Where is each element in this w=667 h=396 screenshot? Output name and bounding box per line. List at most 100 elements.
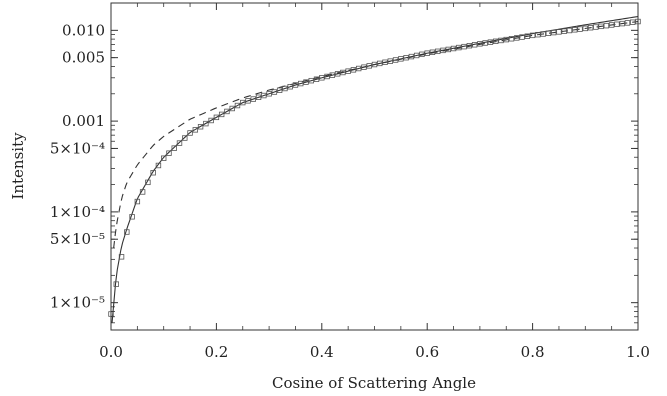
data-point-marker [150, 170, 156, 176]
data-point-marker [203, 120, 209, 127]
data-point-marker [387, 58, 394, 64]
data-point-marker [403, 55, 409, 61]
data-point-marker [176, 140, 183, 146]
data-point-marker [366, 63, 372, 69]
data-point-marker [324, 73, 330, 80]
tick-layer: 0.0 0.2 0.4 0.6 0.8 1.0 0.010 0.005 0.001 5×10⁻⁴ 1… [50, 2, 650, 361]
data-point-marker [129, 214, 135, 220]
data-point-marker [124, 229, 130, 235]
data-point-marker [566, 27, 573, 34]
data-point-marker [519, 34, 525, 40]
data-point-marker [408, 53, 415, 60]
data-point-marker [466, 43, 473, 49]
data-point-marker [535, 31, 541, 38]
data-point-marker [266, 91, 272, 97]
data-point-marker [550, 29, 557, 36]
data-point-marker [429, 49, 436, 55]
data-point-marker [424, 50, 430, 56]
data-point-marker [329, 72, 336, 78]
y-tick-label: 0.001 [62, 112, 105, 130]
data-point-marker [471, 42, 478, 48]
data-point-marker [292, 82, 299, 88]
data-point-marker [182, 135, 188, 141]
data-point-marker [503, 36, 509, 43]
data-point-marker [493, 38, 499, 44]
data-point-marker [377, 60, 383, 67]
x-tick-label: 0.0 [99, 343, 123, 361]
data-point-marker [440, 47, 446, 54]
data-point-marker [298, 80, 304, 87]
x-tick-label: 0.6 [415, 343, 439, 361]
data-point-marker [334, 71, 341, 77]
data-point-marker [582, 25, 588, 32]
data-point-marker [313, 76, 320, 82]
data-point-marker [603, 22, 610, 29]
data-point-marker [303, 79, 309, 85]
data-point-marker [371, 61, 378, 68]
data-point-marker [435, 48, 441, 55]
data-point-marker [382, 59, 388, 65]
x-tick-label: 0.8 [521, 343, 545, 361]
data-point-marker [524, 33, 531, 39]
data-point-marker [276, 87, 283, 93]
data-point-marker [540, 31, 546, 37]
data-point-marker [287, 84, 293, 90]
data-point-marker [556, 29, 562, 35]
data-point-marker [598, 23, 604, 30]
data-point-marker [229, 105, 235, 112]
data-point-marker [134, 198, 141, 205]
data-point-marker [587, 25, 594, 31]
data-point-marker [171, 145, 177, 151]
data-point-marker [561, 28, 567, 34]
data-point-marker [361, 64, 367, 70]
series-layer [108, 15, 641, 323]
data-point-marker [413, 52, 420, 59]
data-point-marker [208, 117, 214, 124]
y-tick-label: 0.005 [62, 49, 105, 67]
data-point-marker [345, 68, 351, 74]
data-point-marker [630, 19, 636, 25]
data-point-marker [255, 94, 262, 100]
data-point-marker [139, 189, 146, 195]
y-tick-label: 0.010 [62, 21, 105, 39]
y-tick-label: 5×10⁻⁵ [50, 230, 105, 248]
data-point-marker [319, 75, 325, 81]
data-point-marker [635, 18, 641, 25]
data-point-marker [419, 51, 425, 58]
data-point-marker [192, 127, 199, 133]
data-point-marker [545, 30, 552, 36]
data-point-marker [445, 46, 451, 53]
data-point-marker [482, 40, 488, 46]
x-tick-label: 1.0 [626, 343, 650, 361]
data-point-marker [619, 20, 625, 27]
data-point-marker [166, 150, 172, 156]
data-point-marker [271, 89, 278, 95]
data-point-marker [624, 20, 631, 26]
data-point-marker [529, 32, 536, 39]
data-point-marker [608, 22, 615, 28]
data-point-marker [514, 35, 520, 41]
data-point-marker [392, 57, 399, 63]
data-point-marker [234, 102, 241, 109]
y-tick-label: 1×10⁻⁴ [50, 203, 105, 221]
data-point-marker [218, 111, 225, 118]
data-point-marker [155, 162, 162, 169]
data-point-marker [224, 108, 230, 115]
data-point-marker [250, 96, 256, 102]
y-tick-label: 1×10⁻⁵ [50, 294, 105, 312]
data-point-marker [160, 155, 167, 161]
data-point-marker [213, 114, 220, 121]
data-point-marker [197, 124, 204, 130]
data-point-marker [398, 56, 404, 62]
data-point-marker [145, 179, 151, 186]
data-point-marker [593, 24, 599, 30]
data-point-marker [245, 98, 251, 104]
x-tick-label: 0.2 [204, 343, 228, 361]
data-point-marker [350, 67, 357, 73]
data-point-marker [118, 254, 125, 260]
data-point-marker [614, 21, 620, 27]
data-point-marker [572, 27, 578, 33]
data-point-marker [308, 77, 314, 84]
data-point-marker [498, 37, 504, 44]
